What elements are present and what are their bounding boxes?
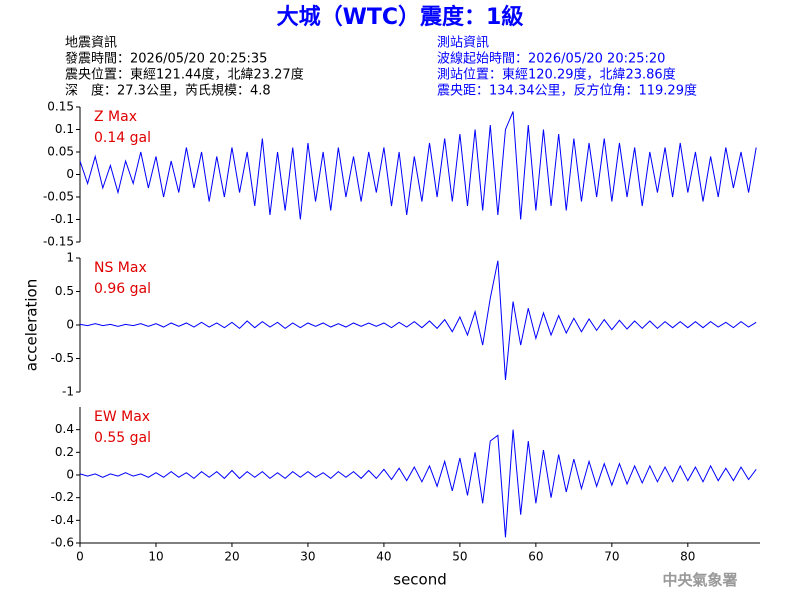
info-text: 震央距：134.34公里，反方位角：119.29度 [437,83,697,99]
y-tick-label: 0.4 [55,422,74,436]
annotation: 0.96 gal [94,281,151,297]
x-axis-label: second [393,571,447,589]
y-tick-label: 0.05 [47,145,74,159]
footer: 中央氣象署 [662,571,737,589]
x-tick-label: 50 [452,550,467,564]
x-tick-label: 60 [528,550,543,564]
info-text: 震央位置：東經121.44度，北緯23.27度 [65,67,304,83]
y-tick-label: 0.5 [55,284,74,298]
y-tick-label: 1 [66,251,74,265]
y-tick-label: -0.6 [51,536,74,550]
y-tick-label: -0.05 [43,190,74,204]
y-tick-label: -0.4 [51,513,74,527]
x-tick-label: 20 [224,550,239,564]
x-tick-label: 10 [148,550,163,564]
x-tick-label: 0 [76,550,84,564]
y-tick-label: 0 [66,318,74,332]
chart-title: 大城（WTC）震度：1級 [277,4,524,30]
info-text: 發震時間：2026/05/20 20:25:35 [65,52,267,67]
waveform [79,429,757,538]
info-text: 波線起始時間：2026/05/20 20:25:20 [437,51,665,67]
info-text: 地震資訊 [65,36,117,51]
y-tick-label: -0.15 [43,235,74,249]
x-tick-label: 40 [376,550,391,564]
y-tick-label: -1 [62,385,74,399]
x-tick-label: 70 [604,550,619,564]
waveform [79,260,757,380]
info-text: 測站位置：東經120.29度，北緯23.86度 [437,67,676,83]
waveform [79,111,757,220]
x-tick-label: 30 [300,550,315,564]
y-tick-label: -0.5 [51,351,74,365]
annotation: EW Max [94,409,150,425]
y-tick-label: 0.2 [55,445,74,459]
annotation: Z Max [94,109,137,125]
y-tick-label: 0.1 [55,122,74,136]
y-tick-label: 0.15 [47,100,74,114]
annotation: 0.14 gal [94,130,151,146]
y-axis-label: acceleration [23,279,41,371]
y-tick-label: 0 [66,468,74,482]
y-tick-label: -0.1 [51,212,74,226]
y-tick-label: 0 [66,167,74,181]
annotation: NS Max [94,260,147,276]
annotation: 0.55 gal [94,430,151,446]
x-tick-label: 80 [680,550,695,564]
info-text: 深 度：27.3公里，芮氏規模：4.8 [65,83,271,99]
info-text: 測站資訊 [437,36,489,51]
y-tick-label: -0.2 [51,490,74,504]
